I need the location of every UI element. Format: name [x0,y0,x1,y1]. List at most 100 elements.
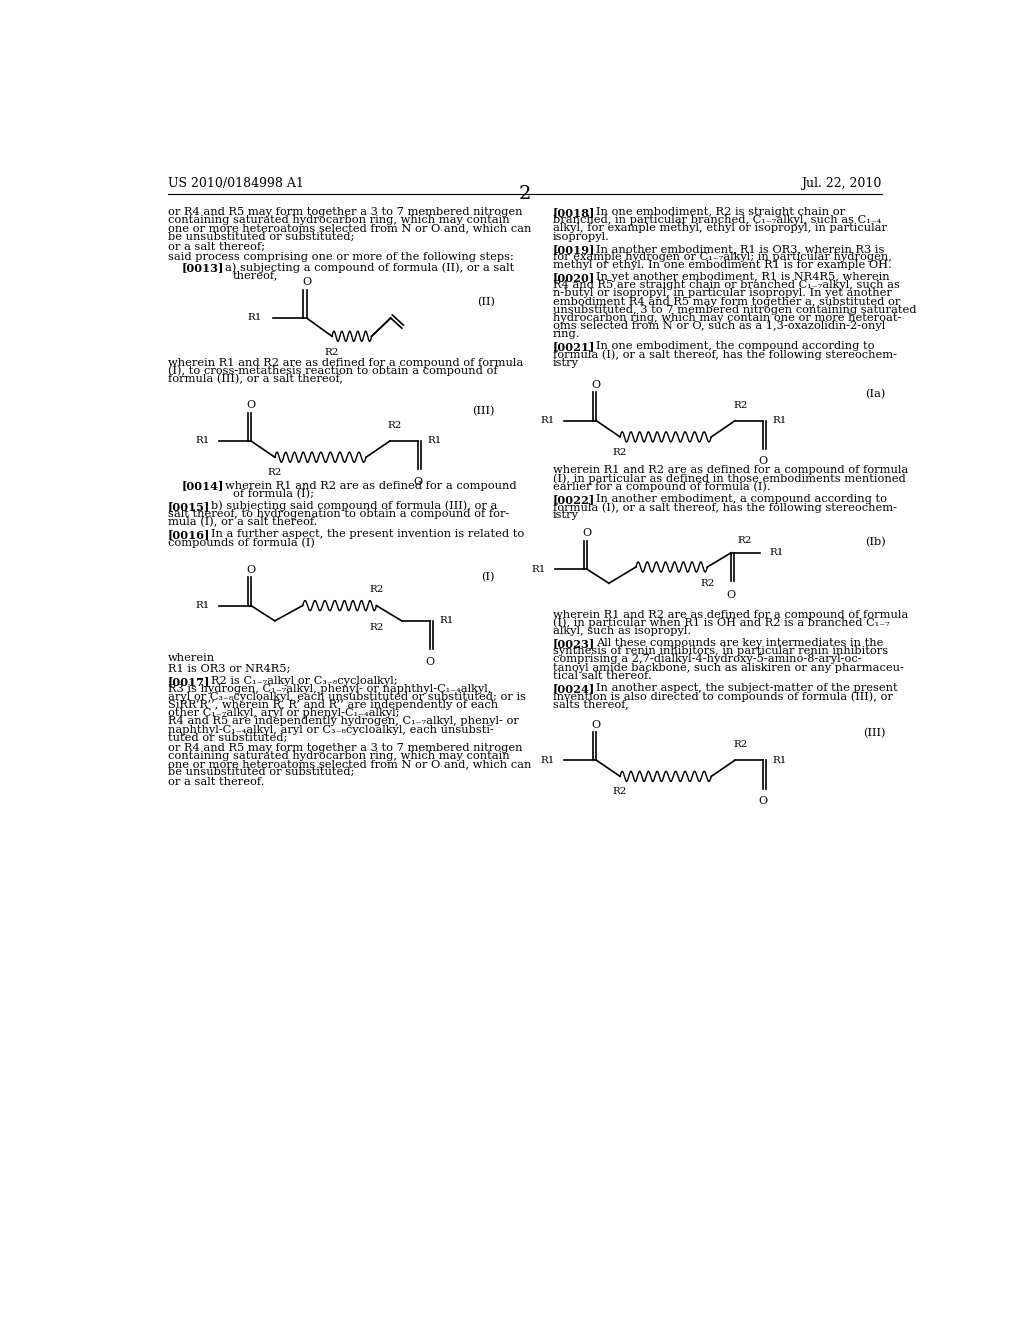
Text: (II): (II) [476,297,495,308]
Text: wherein: wherein [168,653,215,664]
Text: earlier for a compound of formula (I).: earlier for a compound of formula (I). [553,482,770,492]
Text: (III): (III) [863,727,886,738]
Text: R2: R2 [612,787,628,796]
Text: R1: R1 [541,416,555,425]
Text: In one embodiment, the compound according to: In one embodiment, the compound accordin… [596,342,874,351]
Text: be unsubstituted or substituted;: be unsubstituted or substituted; [168,231,354,242]
Text: alkyl, such as isopropyl.: alkyl, such as isopropyl. [553,626,691,636]
Text: In another embodiment, R1 is OR3, wherein R3 is: In another embodiment, R1 is OR3, wherei… [596,244,885,253]
Text: (I), in particular as defined in those embodiments mentioned: (I), in particular as defined in those e… [553,474,905,484]
Text: (I), to cross-metathesis reaction to obtain a compound of: (I), to cross-metathesis reaction to obt… [168,366,498,376]
Text: R2 is C₁₋₇alkyl or C₃₋₈cycloalkyl;: R2 is C₁₋₇alkyl or C₃₋₈cycloalkyl; [211,676,398,686]
Text: salt thereof, to hydrogenation to obtain a compound of for-: salt thereof, to hydrogenation to obtain… [168,510,509,519]
Text: [0016]: [0016] [168,529,210,540]
Text: R2: R2 [387,421,401,430]
Text: [0018]: [0018] [553,207,595,218]
Text: R2: R2 [325,348,339,356]
Text: branched, in particular branched, C₁₋₇alkyl, such as C₁₋₄: branched, in particular branched, C₁₋₇al… [553,215,881,226]
Text: hydrocarbon ring, which may contain one or more heteroat-: hydrocarbon ring, which may contain one … [553,313,901,323]
Text: R1: R1 [769,548,783,557]
Text: US 2010/0184998 A1: US 2010/0184998 A1 [168,177,303,190]
Text: [0017]: [0017] [168,676,210,686]
Text: comprising a 2,7-dialkyl-4-hydroxy-5-amino-8-aryl-oc-: comprising a 2,7-dialkyl-4-hydroxy-5-ami… [553,655,861,664]
Text: or a salt thereof;: or a salt thereof; [168,242,264,252]
Text: or R4 and R5 may form together a 3 to 7 membered nitrogen: or R4 and R5 may form together a 3 to 7 … [168,743,522,752]
Text: R2: R2 [733,401,748,411]
Text: [0013]: [0013] [182,263,224,273]
Text: naphthyl-C₁₋₄alkyl, aryl or C₃₋₈cycloalkyl, each unsubsti-: naphthyl-C₁₋₄alkyl, aryl or C₃₋₈cycloalk… [168,725,494,734]
Text: In one embodiment, R2 is straight chain or: In one embodiment, R2 is straight chain … [596,207,846,218]
Text: R2: R2 [612,447,628,457]
Text: methyl or ethyl. In one embodiment R1 is for example OH.: methyl or ethyl. In one embodiment R1 is… [553,260,891,271]
Text: (III): (III) [472,407,495,417]
Text: R1: R1 [427,437,441,445]
Text: (I): (I) [481,572,495,582]
Text: R4 and R5 are straight chain or branched C₁₋₇alkyl, such as: R4 and R5 are straight chain or branched… [553,280,899,290]
Text: synthesis of renin inhibitors, in particular renin inhibitors: synthesis of renin inhibitors, in partic… [553,647,888,656]
Text: thereof,: thereof, [232,271,279,280]
Text: or a salt thereof.: or a salt thereof. [168,777,264,788]
Text: All these compounds are key intermediates in the: All these compounds are key intermediate… [596,638,884,648]
Text: R1: R1 [772,416,786,425]
Text: be unsubstituted or substituted;: be unsubstituted or substituted; [168,767,354,777]
Text: R2: R2 [370,623,384,632]
Text: aryl or C₃₋₈cycloalkyl, each unsubstituted or substituted; or is: aryl or C₃₋₈cycloalkyl, each unsubstitut… [168,692,525,702]
Text: In a further aspect, the present invention is related to: In a further aspect, the present inventi… [211,529,524,540]
Text: embodiment R4 and R5 may form together a, substituted or: embodiment R4 and R5 may form together a… [553,297,900,306]
Text: unsubstituted, 3 to 7 membered nitrogen containing saturated: unsubstituted, 3 to 7 membered nitrogen … [553,305,916,314]
Text: 2: 2 [518,185,531,203]
Text: (Ia): (Ia) [865,389,886,400]
Text: R2: R2 [737,536,752,545]
Text: wherein R1 and R2 are as defined for a compound of formula: wherein R1 and R2 are as defined for a c… [168,358,523,367]
Text: R3 is hydrogen, C₁₋₇alkyl, phenyl- or naphthyl-C₁₋₄alkyl,: R3 is hydrogen, C₁₋₇alkyl, phenyl- or na… [168,684,492,694]
Text: containing saturated hydrocarbon ring, which may contain: containing saturated hydrocarbon ring, w… [168,751,509,760]
Text: ring.: ring. [553,329,580,339]
Text: R1 is OR3 or NR4R5;: R1 is OR3 or NR4R5; [168,664,290,673]
Text: R1: R1 [196,437,210,445]
Text: wherein R1 and R2 are as defined for a compound: wherein R1 and R2 are as defined for a c… [225,480,516,491]
Text: alkyl, for example methyl, ethyl or isopropyl, in particular: alkyl, for example methyl, ethyl or isop… [553,223,887,234]
Text: [0015]: [0015] [168,500,210,512]
Text: R1: R1 [531,565,546,573]
Text: R2: R2 [700,578,715,587]
Text: R2: R2 [370,585,384,594]
Text: In another embodiment, a compound according to: In another embodiment, a compound accord… [596,494,887,504]
Text: other C₁₋₇alkyl, aryl or phenyl-C₁₋₄alkyl;: other C₁₋₇alkyl, aryl or phenyl-C₁₋₄alky… [168,709,399,718]
Text: In another aspect, the subject-matter of the present: In another aspect, the subject-matter of… [596,682,898,693]
Text: Jul. 22, 2010: Jul. 22, 2010 [802,177,882,190]
Text: O: O [413,477,422,487]
Text: R1: R1 [772,755,786,764]
Text: O: O [727,590,735,601]
Text: R2: R2 [733,741,748,750]
Text: isopropyl.: isopropyl. [553,231,609,242]
Text: salts thereof,: salts thereof, [553,700,629,709]
Text: containing saturated hydrocarbon ring, which may contain: containing saturated hydrocarbon ring, w… [168,215,509,226]
Text: [0023]: [0023] [553,638,595,649]
Text: O: O [592,719,601,730]
Text: O: O [592,380,601,389]
Text: R1: R1 [439,616,454,626]
Text: istry: istry [553,358,579,367]
Text: (I), in particular when R1 is OH and R2 is a branched C₁₋₇: (I), in particular when R1 is OH and R2 … [553,618,889,628]
Text: R4 and R5 are independently hydrogen, C₁₋₇alkyl, phenyl- or: R4 and R5 are independently hydrogen, C₁… [168,717,518,726]
Text: said process comprising one or more of the following steps:: said process comprising one or more of t… [168,252,513,261]
Text: R1: R1 [196,601,210,610]
Text: [0022]: [0022] [553,494,595,504]
Text: SiRR’R’’, wherein R, R’ and R’’ are independently of each: SiRR’R’’, wherein R, R’ and R’’ are inde… [168,700,498,710]
Text: formula (III), or a salt thereof,: formula (III), or a salt thereof, [168,374,343,384]
Text: O: O [425,656,434,667]
Text: O: O [247,400,256,411]
Text: tanoyl amide backbone, such as aliskiren or any pharmaceu-: tanoyl amide backbone, such as aliskiren… [553,663,903,672]
Text: wherein R1 and R2 are as defined for a compound of formula: wherein R1 and R2 are as defined for a c… [553,610,908,619]
Text: one or more heteroatoms selected from N or O and, which can: one or more heteroatoms selected from N … [168,223,531,234]
Text: formula (I), or a salt thereof, has the following stereochem-: formula (I), or a salt thereof, has the … [553,502,897,512]
Text: [0014]: [0014] [182,480,224,491]
Text: O: O [302,277,311,288]
Text: b) subjecting said compound of formula (III), or a: b) subjecting said compound of formula (… [211,500,498,511]
Text: R2: R2 [267,469,282,477]
Text: n-butyl or isopropyl, in particular isopropyl. In yet another: n-butyl or isopropyl, in particular isop… [553,289,892,298]
Text: oms selected from N or O, such as a 1,3-oxazolidin-2-onyl: oms selected from N or O, such as a 1,3-… [553,321,885,331]
Text: R1: R1 [248,313,262,322]
Text: [0019]: [0019] [553,244,595,255]
Text: O: O [247,565,256,576]
